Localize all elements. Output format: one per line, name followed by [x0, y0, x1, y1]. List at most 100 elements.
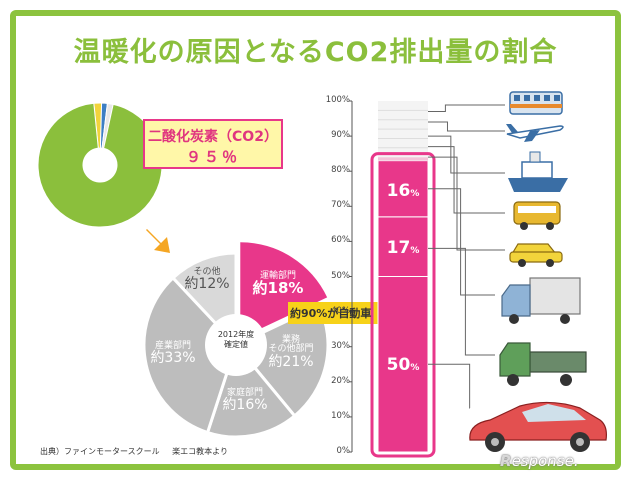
source-right: 楽エコ教本より — [172, 447, 228, 456]
ship-icon — [508, 151, 568, 192]
source-note: 出典）ファインモータースクール 楽エコ教本より — [40, 446, 238, 457]
pie-value: 約33% — [150, 350, 196, 367]
leader-line — [428, 363, 471, 409]
bar-label-16: 16% — [378, 181, 428, 201]
bus-window — [518, 206, 556, 213]
bar-value: 16 — [386, 181, 411, 201]
pie-center-label: 2012年度 確定値 — [206, 330, 266, 351]
bar-segment — [377, 276, 429, 453]
bus-wheel — [520, 222, 528, 230]
train-window — [554, 95, 560, 101]
y-tick-label: 70% — [331, 200, 350, 211]
pie-center-note: 確定値 — [224, 340, 248, 350]
taxi-icon — [509, 243, 563, 267]
small-truck-wheel — [507, 374, 519, 386]
y-tick-label: 50% — [331, 270, 350, 281]
stacked-bar-chart — [349, 100, 436, 458]
taxi-wheel — [546, 259, 554, 267]
y-tick-label: 40% — [331, 305, 350, 316]
train-window — [534, 95, 540, 101]
co2-donut-chart — [37, 102, 163, 228]
passenger-car-icon — [469, 401, 607, 452]
leader-lines — [428, 104, 505, 409]
y-tick-label: 60% — [331, 235, 350, 246]
pie-category: 産業部門 — [154, 341, 191, 351]
pie-slice — [142, 275, 238, 435]
y-tick-label: 30% — [331, 340, 350, 351]
co2-callout: 二酸化炭素（CO2） ９５％ — [143, 119, 283, 169]
pie-category: 運輸部門 — [259, 271, 296, 281]
train-stripe — [510, 104, 562, 108]
bar-segment — [377, 216, 429, 277]
leader-line — [428, 146, 505, 214]
bar-unit: % — [410, 246, 420, 256]
train-window — [524, 95, 530, 101]
airplane-icon — [506, 124, 564, 142]
pie-category: その他 — [193, 267, 221, 277]
small-truck-wheel — [560, 374, 572, 386]
pie-category: 家庭部門 — [226, 388, 263, 398]
sector-pie-chart — [142, 242, 330, 439]
donut-slice — [37, 102, 163, 228]
y-tick-label: 100% — [325, 95, 350, 105]
highlight-outline — [370, 152, 436, 458]
arrow-label: 約90%が自動車 — [290, 307, 372, 320]
truck-wheel — [560, 314, 570, 324]
leader-line — [428, 188, 495, 296]
small-truck-icon — [499, 342, 587, 386]
bar-label-50: 50% — [378, 355, 428, 375]
response-logo: Response. — [500, 452, 579, 470]
y-tick-label: 10% — [331, 410, 350, 421]
bar-label-17: 17% — [378, 238, 428, 258]
pie-label-industry: 産業部門 約33% — [143, 341, 203, 367]
leader-line — [428, 156, 505, 251]
small-truck-bed — [529, 351, 587, 373]
car-hub — [576, 438, 584, 446]
bus-wheel — [546, 222, 554, 230]
pie-label-household: 家庭部門 約16% — [215, 388, 275, 413]
train-window — [544, 95, 550, 101]
taxi-body — [509, 251, 563, 263]
car-hub — [491, 438, 499, 446]
pie-category: その他部門 — [268, 344, 314, 355]
plane-tail — [506, 124, 518, 133]
logo-text: esponse. — [511, 452, 579, 470]
plane-wing — [524, 130, 540, 142]
leader-line — [428, 104, 505, 113]
ship-bridge — [529, 151, 541, 163]
logo-initial: R — [500, 452, 512, 470]
y-tick-label: 20% — [331, 375, 350, 386]
pie-center-hole — [205, 314, 267, 376]
leader-line — [428, 247, 495, 356]
pie-value: 約18% — [252, 279, 304, 298]
pie-category: 業務 — [281, 335, 300, 345]
pie-value: 約12% — [184, 276, 230, 293]
bus-icon — [513, 201, 561, 230]
pie-center-year: 2012年度 — [217, 330, 255, 339]
bar-unit: % — [410, 189, 420, 199]
y-tick-label: 90% — [331, 130, 350, 141]
truck-container — [529, 277, 581, 315]
pie-value: 約21% — [268, 353, 314, 370]
pie-label-transport: 運輸部門 約18% — [243, 271, 313, 298]
truck-wheel — [509, 314, 519, 324]
bar-value: 50 — [386, 355, 411, 375]
y-tick-label: 0% — [336, 446, 351, 456]
car-window — [522, 404, 586, 422]
truck-icon — [501, 277, 581, 324]
vehicle-icons — [469, 91, 607, 452]
source-left: 出典）ファインモータースクール — [40, 447, 160, 456]
train-icon — [509, 91, 563, 115]
pie-slice — [240, 242, 328, 339]
leader-line — [428, 121, 505, 132]
train-window — [514, 95, 520, 101]
truck-cab — [501, 284, 531, 317]
bar-segment — [378, 157, 428, 161]
bar-value: 17 — [386, 238, 411, 258]
small-truck-cab — [499, 342, 531, 377]
orange-arrow-icon — [146, 229, 170, 253]
page-title: 温暖化の原因となるCO2排出量の割合 — [73, 37, 558, 68]
ship-cabin — [521, 161, 553, 179]
pie-label-business: 業務 その他部門 約21% — [258, 335, 324, 370]
